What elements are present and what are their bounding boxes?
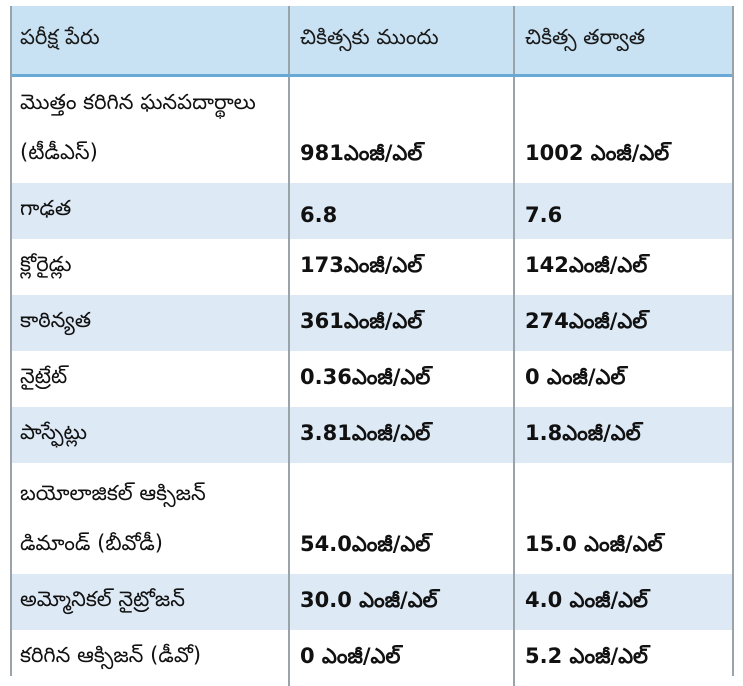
- before-value-cell: 3.81ఎంజీ/ఎల్: [289, 407, 514, 463]
- table-row: బయోలాజికల్ ఆక్సిజన్ డిమాండ్ (బీవోడీ) 54.…: [10, 463, 732, 574]
- table-row: కరిగిన ఆక్సిజన్ (డీవో) 0 ఎంజీ/ఎల్ 5.2 ఎం…: [10, 630, 732, 686]
- test-name-cell: అమ్మోనికల్ నైట్రోజన్: [10, 574, 289, 630]
- table-header: పరీక్ష పేరు చికిత్సకు ముందు చికిత్స తర్వ…: [10, 6, 732, 76]
- water-test-results-table: పరీక్ష పేరు చికిత్సకు ముందు చికిత్స తర్వ…: [10, 6, 732, 686]
- test-name-cell: గాఢత: [10, 183, 289, 239]
- table-body: మొత్తం కరిగిన ఘనపదార్థాలు (టీడీఎస్) 981ఎ…: [10, 76, 732, 686]
- test-name-cell: మొత్తం కరిగిన ఘనపదార్థాలు (టీడీఎస్): [10, 76, 289, 184]
- table-row: మొత్తం కరిగిన ఘనపదార్థాలు (టీడీఎస్) 981ఎ…: [10, 76, 732, 184]
- table-row: అమ్మోనికల్ నైట్రోజన్ 30.0 ఎంజీ/ఎల్ 4.0 ఎ…: [10, 574, 732, 630]
- test-name-cell: క్లోరైడ్లు: [10, 239, 289, 295]
- after-value-cell: 15.0 ఎంజీ/ఎల్: [514, 463, 732, 574]
- table-row: గాఢత 6.8 7.6: [10, 183, 732, 239]
- results-table-container: పరీక్ష పేరు చికిత్సకు ముందు చికిత్స తర్వ…: [10, 6, 732, 686]
- test-name-cell: పాస్ఫేట్లు: [10, 407, 289, 463]
- after-value-cell: 0 ఎంజీ/ఎల్: [514, 351, 732, 407]
- test-name-cell: బయోలాజికల్ ఆక్సిజన్ డిమాండ్ (బీవోడీ): [10, 463, 289, 574]
- after-value-cell: 1002 ఎంజీ/ఎల్: [514, 76, 732, 184]
- after-value-cell: 274ఎంజీ/ఎల్: [514, 295, 732, 351]
- test-name-cell: కరిగిన ఆక్సిజన్ (డీవో): [10, 630, 289, 686]
- before-value-cell: 6.8: [289, 183, 514, 239]
- before-value-cell: 173ఎంజీ/ఎల్: [289, 239, 514, 295]
- before-value-cell: 30.0 ఎంజీ/ఎల్: [289, 574, 514, 630]
- after-value-cell: 7.6: [514, 183, 732, 239]
- table-row: నైట్రేట్ 0.36ఎంజీ/ఎల్ 0 ఎంజీ/ఎల్: [10, 351, 732, 407]
- before-value-cell: 54.0ఎంజీ/ఎల్: [289, 463, 514, 574]
- before-value-cell: 0 ఎంజీ/ఎల్: [289, 630, 514, 686]
- before-value-cell: 0.36ఎంజీ/ఎల్: [289, 351, 514, 407]
- table-row: కాఠిన్యత 361ఎంజీ/ఎల్ 274ఎంజీ/ఎల్: [10, 295, 732, 351]
- header-test-name: పరీక్ష పేరు: [10, 6, 289, 76]
- table-row: పాస్ఫేట్లు 3.81ఎంజీ/ఎల్ 1.8ఎంజీ/ఎల్: [10, 407, 732, 463]
- after-value-cell: 1.8ఎంజీ/ఎల్: [514, 407, 732, 463]
- after-value-cell: 5.2 ఎంజీ/ఎల్: [514, 630, 732, 686]
- table-row: క్లోరైడ్లు 173ఎంజీ/ఎల్ 142ఎంజీ/ఎల్: [10, 239, 732, 295]
- test-name-cell: నైట్రేట్: [10, 351, 289, 407]
- test-name-cell: కాఠిన్యత: [10, 295, 289, 351]
- before-value-cell: 361ఎంజీ/ఎల్: [289, 295, 514, 351]
- after-value-cell: 142ఎంజీ/ఎల్: [514, 239, 732, 295]
- header-row: పరీక్ష పేరు చికిత్సకు ముందు చికిత్స తర్వ…: [10, 6, 732, 76]
- header-after-treatment: చికిత్స తర్వాత: [514, 6, 732, 76]
- header-before-treatment: చికిత్సకు ముందు: [289, 6, 514, 76]
- after-value-cell: 4.0 ఎంజీ/ఎల్: [514, 574, 732, 630]
- before-value-cell: 981ఎంజీ/ఎల్: [289, 76, 514, 184]
